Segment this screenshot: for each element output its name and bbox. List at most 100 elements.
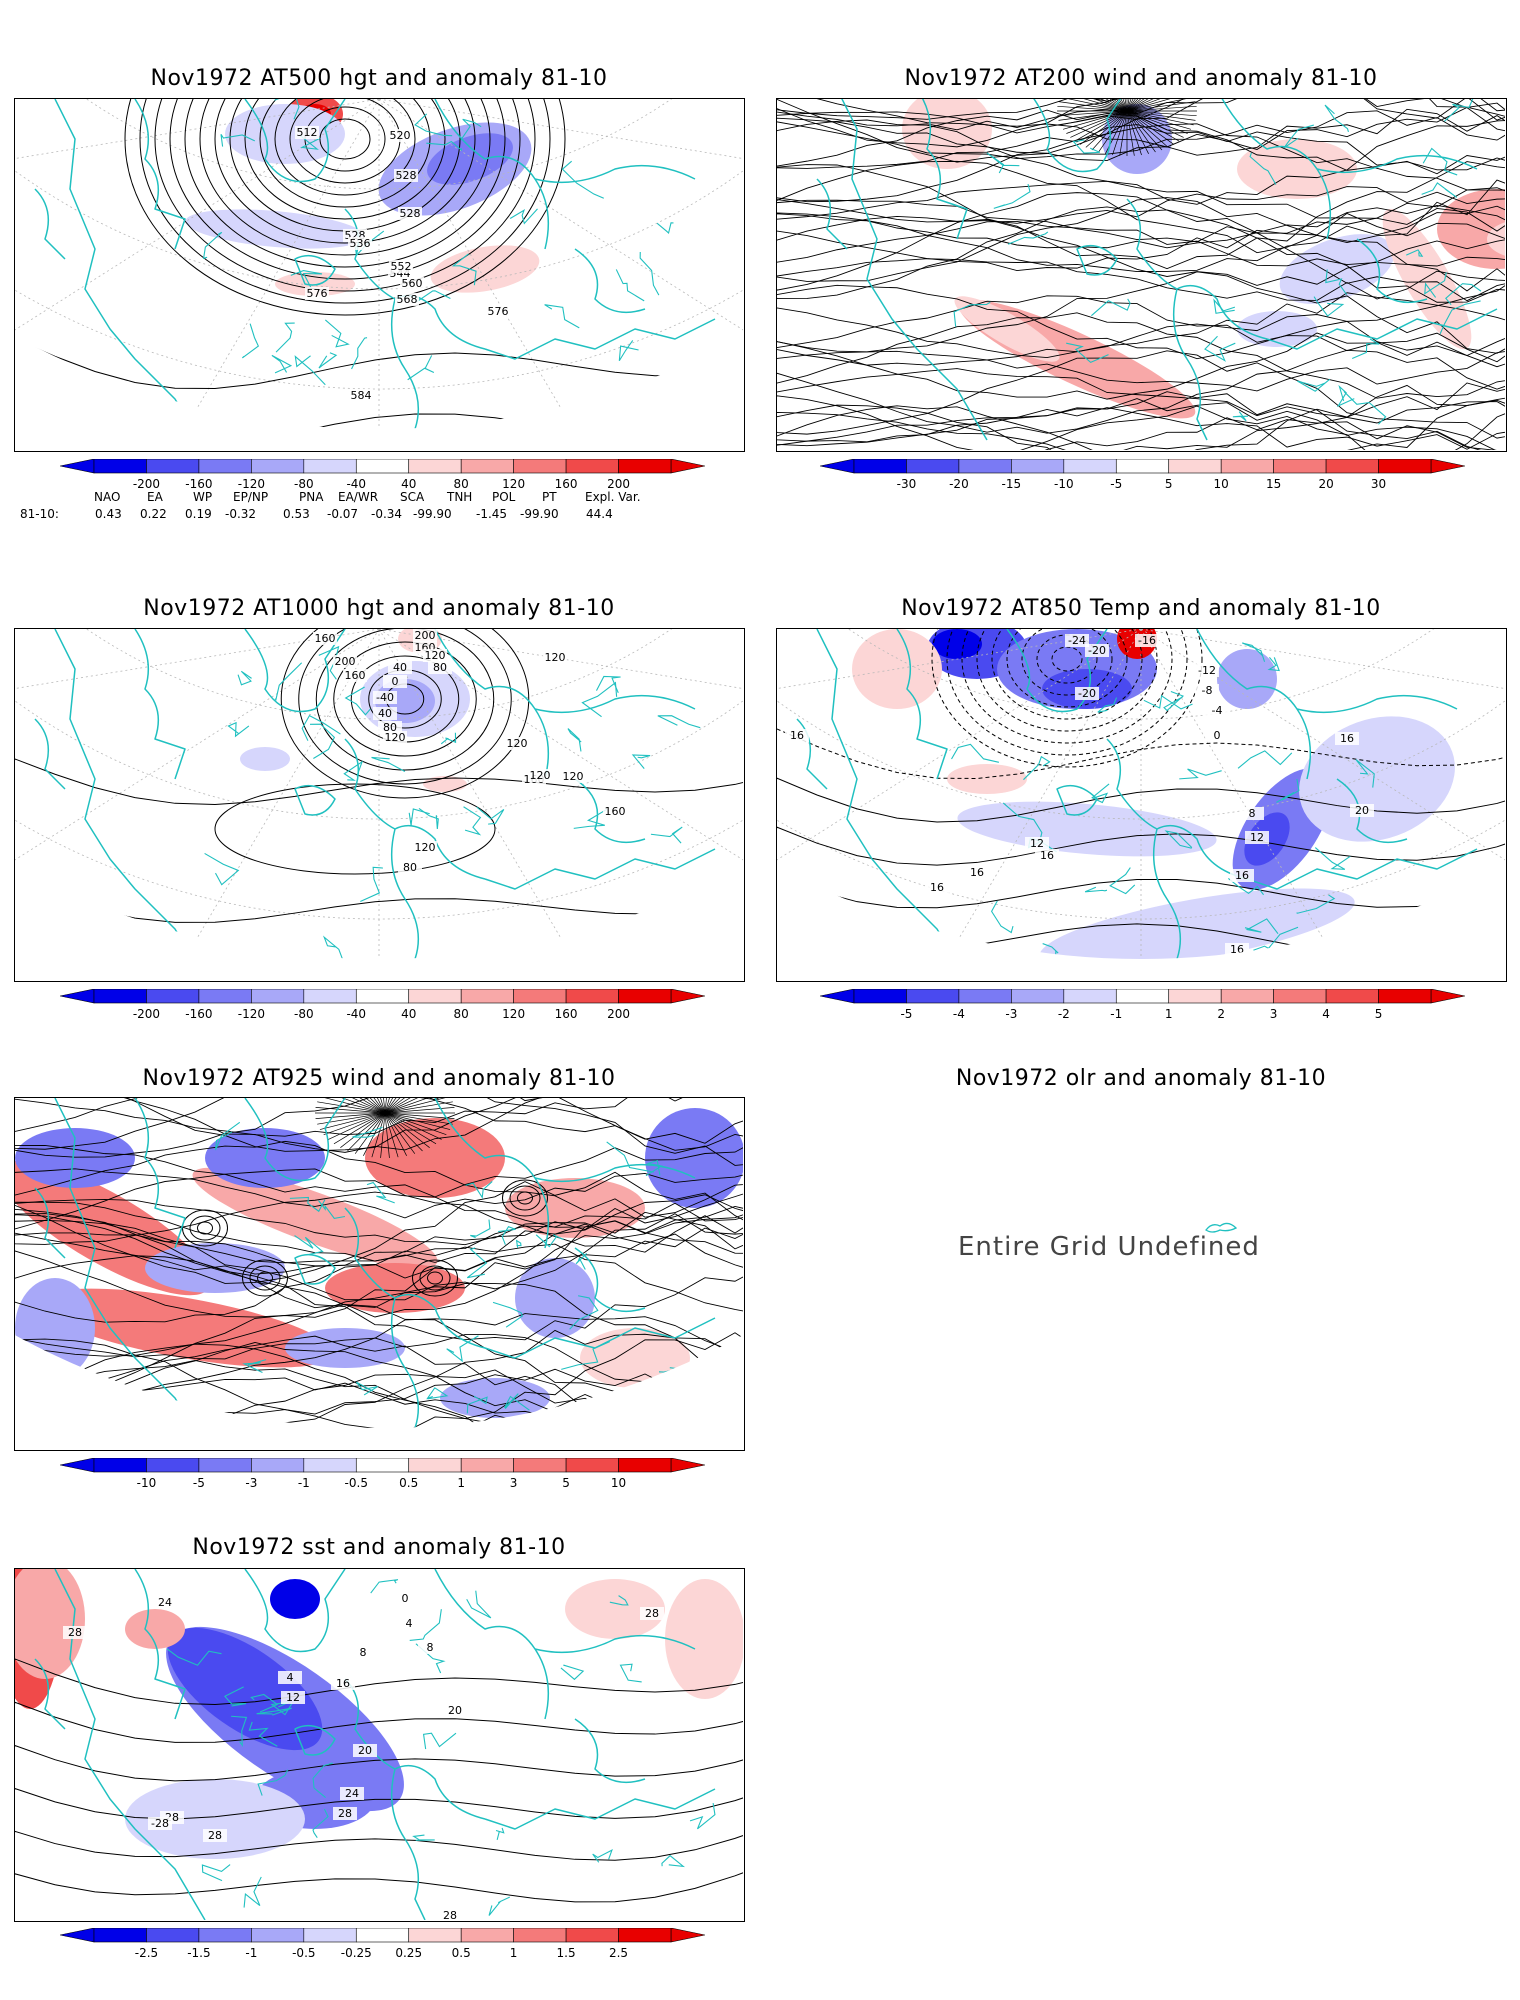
border-line [351,337,368,370]
anomaly-shading [1237,139,1357,199]
contour-label: 120 [415,841,436,854]
streamline [777,258,1505,301]
streamline [384,1098,423,1114]
border-line [1439,300,1481,335]
border-line [231,1715,248,1748]
colorbar-swatch [460,1458,514,1473]
contour-line [197,1221,213,1235]
contour-label: 536 [350,237,371,250]
tc-header: NAO [94,490,121,504]
border-line [299,134,321,150]
border-line [1422,147,1458,176]
contour-line [502,1179,548,1217]
border-line [1242,642,1266,662]
border-line [1072,139,1100,154]
border-line [466,1590,492,1619]
contour-label: 28 [208,1829,222,1842]
streamline [15,1098,743,1166]
border-line [289,1196,326,1213]
anomaly-shading [1039,888,1355,959]
streamline [1126,99,1154,112]
colorbar-arrow [60,1928,95,1943]
contour-label: 160 [315,632,336,645]
tc-value: -99.90 [520,507,559,521]
colorbar-arrow [60,989,95,1004]
streamline [15,1168,743,1219]
colorbar-label: 120 [502,477,526,491]
streamline [777,314,1505,368]
streamline [777,192,1505,302]
colorbar-swatch [618,459,672,474]
colorbar-label: 15 [1265,477,1282,491]
colorbar-swatch [198,989,252,1004]
contour-label: -24 [1068,634,1086,647]
tc-header: PNA [299,490,324,504]
streamline [777,391,1482,450]
border-line [271,354,293,374]
contour-label: -20 [1088,644,1106,657]
streamline [15,1222,743,1279]
anomaly-shading [185,209,365,249]
streamline [777,350,1505,439]
colorbar-sst: -2.5 -1.5 -1 -0.5 -0.25 0.25 0.5 1 1.5 2.5 [60,1928,705,1972]
colorbar-swatch [958,459,1012,474]
title-u925: Nov1972 AT925 wind and anomaly 81-10 [142,1066,616,1091]
colorbar-label: 20 [1318,477,1334,491]
colorbar-label: -1.5 [187,1946,211,1960]
contour-label: -40 [376,691,394,704]
streamline [1126,110,1135,156]
streamline [777,332,1505,400]
contour-line [199,99,491,256]
colorbar-swatch [93,1928,147,1943]
streamline [777,180,1505,232]
streamline [384,1112,442,1140]
streamline [354,1098,386,1114]
streamline [1074,110,1128,142]
title-z500: Nov1972 AT500 hgt and anomaly 81-10 [150,66,608,91]
tc-header: SCA [400,490,425,504]
streamline [1066,110,1128,134]
streamline [15,1140,743,1218]
streamline [384,1112,423,1152]
coastlines [34,99,716,429]
colorbar-swatch [1063,989,1117,1004]
colorbar-swatch [355,459,410,474]
border-line [509,208,538,225]
border-line [440,732,457,745]
colorbar-swatch [146,1928,200,1943]
streamline [315,1112,386,1119]
map-u200 [776,98,1507,452]
anomaly-shading [902,99,992,169]
border-line [1283,124,1314,149]
streamline [1119,110,1128,156]
streamline [15,1135,743,1198]
contour-label: 16 [1235,869,1249,882]
streamline [384,1098,430,1114]
anomaly-shading [645,1108,743,1208]
colorbar-label: -20 [949,477,969,491]
tc-value: 0.19 [185,507,212,521]
border-line [248,1721,278,1747]
border-line [412,1834,435,1841]
contour-line [15,758,743,820]
border-line [255,1430,274,1448]
contour-label: 160 [605,805,626,818]
border-line [609,1595,629,1606]
contour-label: 28 [338,1807,352,1820]
colorbar-label: -1 [245,1946,258,1960]
colorbar-label: 0.25 [395,1946,423,1960]
streamline [15,1283,743,1357]
streamline [1122,99,1128,112]
colorbar-swatch [198,1458,252,1473]
colorbar-label: 3 [1269,1007,1278,1021]
colorbar-swatch [93,1458,147,1473]
streamline [1057,105,1128,112]
contour-line [182,1209,228,1247]
streamline [1126,99,1187,112]
border-line [243,1876,262,1908]
border-line [569,1295,599,1330]
colorbar-label: 5 [1164,477,1173,491]
colorbar-arrow [670,989,705,1004]
border-line [242,1359,267,1374]
contour-label: -16 [1138,634,1156,647]
